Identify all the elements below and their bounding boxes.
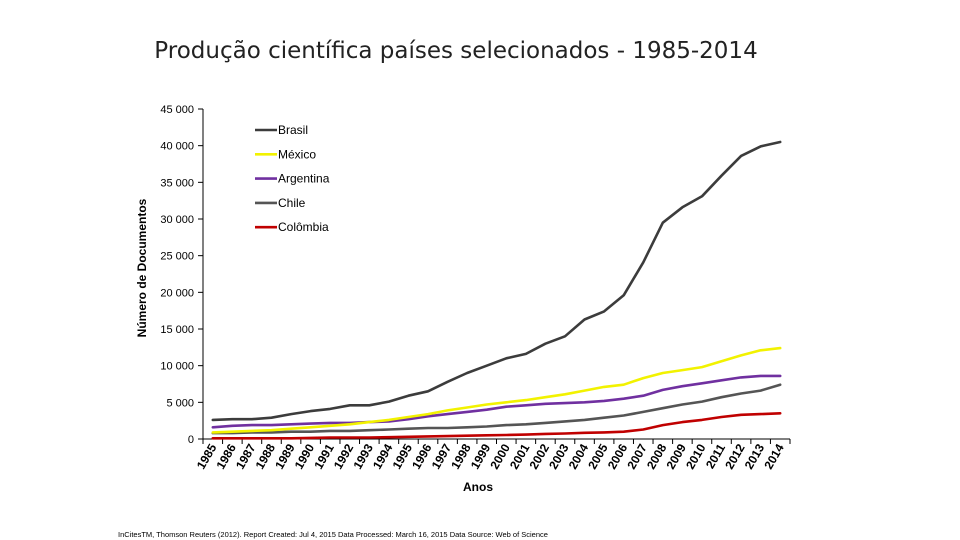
x-tick-label: 2004 <box>566 441 592 471</box>
y-axis-title: Número de Documentos <box>135 198 149 337</box>
x-tick-label: 2006 <box>605 441 631 471</box>
y-axis: 0 5 000 10 000 15 000 20 000 25 000 30 000 35 0… <box>160 104 204 446</box>
legend-label: Argentina <box>278 172 330 186</box>
y-tick-label: 45 000 <box>160 104 194 116</box>
slide-title: Produção científica países selecionados … <box>154 38 758 64</box>
x-tick-label: 2010 <box>683 441 709 471</box>
series-line-méxico <box>211 346 782 434</box>
x-axis-title: Anos <box>463 480 493 494</box>
x-tick-label: 2012 <box>722 441 748 471</box>
x-tick-label: 2000 <box>487 441 513 471</box>
legend-label: Chile <box>278 196 306 210</box>
legend: Brasil México Argentina Chile Colômbia <box>255 123 330 234</box>
x-tick-label: 1995 <box>390 441 416 471</box>
y-tick-label: 40 000 <box>160 141 194 153</box>
x-tick-label: 2001 <box>507 441 533 471</box>
series-line-argentina <box>211 374 782 429</box>
x-tick-label: 1988 <box>253 441 279 471</box>
x-axis: 1985198619871988198919901991199219931994… <box>194 438 791 472</box>
x-tick-label: 1997 <box>429 441 455 471</box>
series-lines <box>211 140 782 440</box>
x-tick-label: 1985 <box>194 441 220 471</box>
y-tick-label: 0 <box>188 434 194 446</box>
series-line-colômbia <box>211 411 782 440</box>
x-tick-label: 1996 <box>409 441 435 471</box>
x-tick-label: 2013 <box>742 441 768 471</box>
y-tick-label: 35 000 <box>160 177 194 189</box>
y-tick-label: 10 000 <box>160 361 194 373</box>
y-tick-label: 30 000 <box>160 214 194 226</box>
legend-label: Colômbia <box>278 220 329 234</box>
x-tick-label: 1998 <box>448 441 474 471</box>
x-tick-label: 2007 <box>624 441 650 471</box>
x-tick-label: 2003 <box>546 441 572 471</box>
x-tick-label: 1999 <box>468 441 494 471</box>
x-tick-label: 2002 <box>527 441 553 471</box>
source-note: InCitesTM, Thomson Reuters (2012). Repor… <box>118 530 548 539</box>
x-tick-label: 2008 <box>644 441 670 471</box>
x-tick-label: 1992 <box>331 441 357 471</box>
x-tick-label: 1990 <box>292 441 318 471</box>
x-tick-label: 2014 <box>761 441 787 471</box>
legend-label: Brasil <box>278 123 308 137</box>
x-tick-label: 1986 <box>213 441 239 471</box>
x-tick-label: 1989 <box>272 441 298 471</box>
x-tick-label: 2005 <box>585 441 611 471</box>
y-tick-label: 5 000 <box>166 397 194 409</box>
legend-label: México <box>278 147 316 161</box>
x-tick-label: 1993 <box>350 441 376 471</box>
series-line-brasil <box>211 140 782 422</box>
y-tick-label: 20 000 <box>160 287 194 299</box>
x-tick-label: 1994 <box>370 441 396 471</box>
y-tick-label: 15 000 <box>160 324 194 336</box>
y-tick-label: 25 000 <box>160 251 194 263</box>
x-tick-label: 2009 <box>664 441 690 471</box>
x-tick-label: 1987 <box>233 441 259 471</box>
series-line-chile <box>211 383 782 435</box>
x-tick-label: 1991 <box>311 441 337 471</box>
